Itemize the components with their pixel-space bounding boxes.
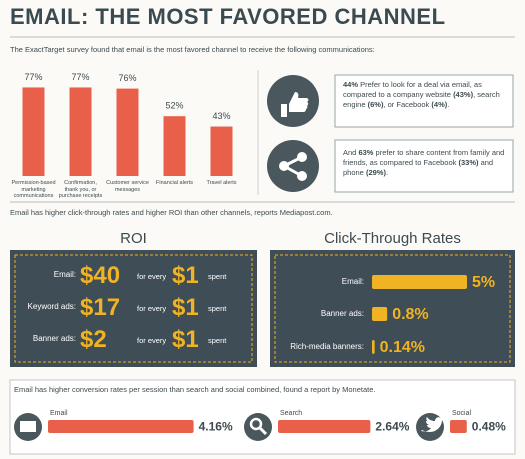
roi-suffix: spent bbox=[208, 304, 227, 313]
callout-run: and phone bbox=[343, 158, 494, 177]
callout-box bbox=[334, 139, 514, 193]
bar bbox=[372, 275, 467, 289]
bird bbox=[421, 417, 444, 432]
share-dots bbox=[279, 152, 307, 181]
search-icon bbox=[244, 413, 272, 441]
roi-unit: $1 bbox=[172, 262, 199, 289]
roi-connector: for every bbox=[137, 336, 167, 345]
roi-unit: $1 bbox=[172, 294, 199, 321]
value-label: 0.14% bbox=[380, 339, 425, 356]
bar bbox=[210, 126, 233, 176]
callout-run: , search engine bbox=[343, 90, 500, 109]
callout-run: (43%) bbox=[453, 90, 474, 99]
value-label: 4.16% bbox=[199, 420, 233, 434]
thumbs-shape bbox=[281, 92, 309, 117]
callout-box bbox=[334, 74, 514, 128]
roi-suffix: spent bbox=[208, 272, 227, 281]
bar bbox=[163, 116, 186, 176]
callout-run: And bbox=[343, 148, 359, 157]
value-label: 77% bbox=[24, 72, 42, 82]
value-label: 43% bbox=[212, 111, 230, 121]
value-label: 76% bbox=[118, 73, 136, 83]
callout-run: Prefer to look for a deal via email, as … bbox=[343, 80, 482, 99]
share-icon bbox=[267, 140, 319, 192]
envelope bbox=[20, 421, 36, 432]
callout-run: (6%) bbox=[367, 100, 384, 109]
bar bbox=[48, 420, 194, 433]
ctr-title: Click-Through Rates bbox=[324, 230, 461, 247]
magnifier-handle bbox=[258, 426, 268, 436]
roi-label: Email: bbox=[53, 270, 76, 279]
callout-run: 44% bbox=[343, 80, 359, 89]
callout-run: (29%) bbox=[365, 168, 386, 177]
roi-amount: $17 bbox=[80, 294, 121, 321]
value-label: 5% bbox=[472, 274, 495, 291]
category-label: Confirmation, thank you, or purchase rec… bbox=[58, 180, 103, 199]
category-label: Email: bbox=[342, 277, 364, 286]
intro: The ExactTarget survey found that email … bbox=[10, 45, 375, 54]
callout: And 63% prefer to share content from fam… bbox=[343, 148, 508, 178]
category-label: Permission-based marketing communication… bbox=[11, 180, 56, 199]
bar bbox=[450, 420, 467, 433]
statement: Email has higher click-through rates and… bbox=[10, 208, 333, 217]
roi-suffix: spent bbox=[208, 336, 227, 345]
bar bbox=[372, 340, 375, 354]
category-label: Customer service messages bbox=[106, 180, 149, 193]
callout-run: prefer to share content from family and … bbox=[343, 148, 505, 167]
callout-run: (4%) bbox=[431, 100, 448, 109]
roi-title: ROI bbox=[120, 230, 147, 247]
title: EMAIL: THE MOST FAVORED CHANNEL bbox=[10, 4, 446, 29]
bar bbox=[278, 420, 371, 433]
callout-run: . bbox=[447, 100, 450, 109]
value-label: 52% bbox=[165, 101, 183, 111]
callout-run: (33%) bbox=[458, 158, 479, 167]
callout-run: 63% bbox=[358, 148, 374, 157]
category-label: Email bbox=[50, 410, 68, 417]
category-label: Banner ads: bbox=[321, 309, 364, 318]
bar bbox=[372, 307, 388, 321]
bar bbox=[22, 87, 45, 176]
panel-border bbox=[14, 254, 253, 363]
roi-label: Keyword ads: bbox=[27, 302, 76, 311]
ctr-panel bbox=[270, 250, 515, 367]
value-label: 77% bbox=[71, 72, 89, 82]
value-label: 0.8% bbox=[392, 306, 428, 323]
magnifier bbox=[249, 417, 263, 431]
value-label: 0.48% bbox=[472, 420, 506, 434]
bar bbox=[116, 88, 139, 176]
value-label: 2.64% bbox=[375, 420, 409, 434]
bar bbox=[69, 87, 92, 176]
callout: 44% Prefer to look for a deal via email,… bbox=[343, 80, 508, 110]
category-label: Social bbox=[452, 410, 472, 417]
category-label: Travel alerts bbox=[206, 180, 237, 186]
callout-run: . bbox=[385, 168, 389, 177]
roi-amount: $2 bbox=[80, 326, 107, 353]
roi-connector: for every bbox=[137, 304, 167, 313]
roi-unit: $1 bbox=[172, 326, 199, 353]
category-label: Financial alerts bbox=[156, 180, 193, 186]
category-label: Rich-media banners: bbox=[290, 342, 364, 351]
roi-connector: for every bbox=[137, 272, 167, 281]
category-label: Search bbox=[280, 410, 302, 417]
panel-border bbox=[274, 254, 511, 363]
roi-panel bbox=[10, 250, 257, 367]
roi-label: Banner ads: bbox=[32, 334, 76, 343]
roi-amount: $40 bbox=[80, 262, 121, 289]
callout-run: , or Facebook bbox=[383, 100, 432, 109]
conversion-title: Email has higher conversion rates per se… bbox=[14, 385, 376, 394]
